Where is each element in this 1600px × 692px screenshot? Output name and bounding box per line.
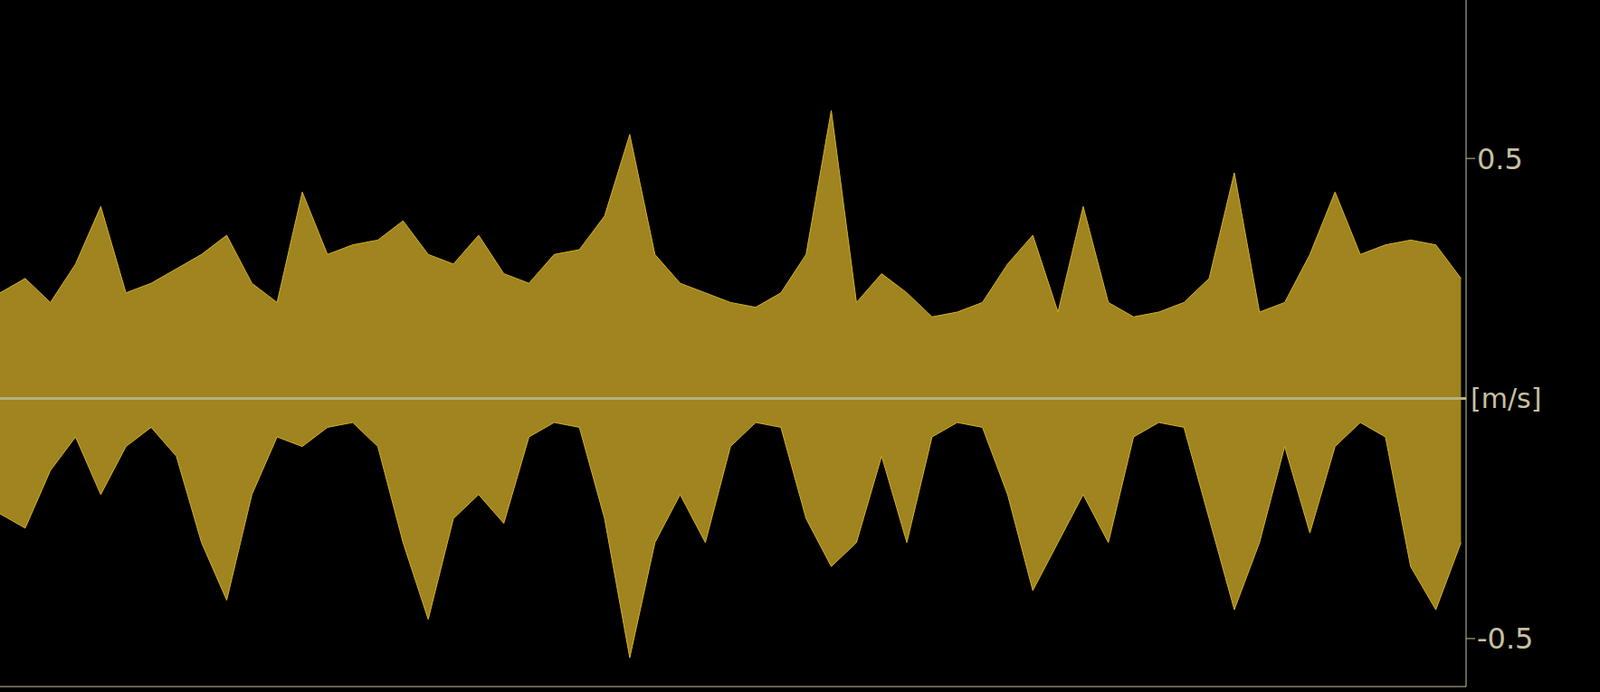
svg-text:0.5: 0.5 <box>1476 142 1524 177</box>
svg-text:-0.5: -0.5 <box>1476 621 1534 657</box>
svg-text:[m/s]: [m/s] <box>1470 382 1542 415</box>
